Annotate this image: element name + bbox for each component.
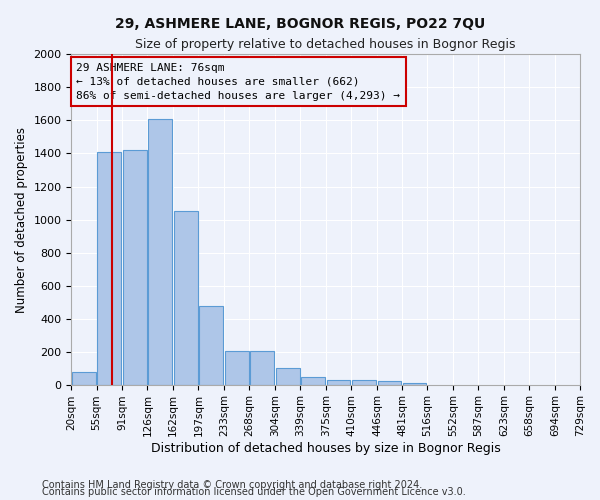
Title: Size of property relative to detached houses in Bognor Regis: Size of property relative to detached ho… (136, 38, 516, 51)
Bar (72, 372, 96, 384)
Bar (97, 152, 121, 384)
Bar (327, 380, 350, 384)
Bar (276, 368, 299, 384)
Text: Contains HM Land Registry data © Crown copyright and database right 2024.: Contains HM Land Registry data © Crown c… (42, 480, 422, 490)
X-axis label: Distribution of detached houses by size in Bognor Regis: Distribution of detached houses by size … (151, 442, 500, 455)
Bar (174, 212, 197, 384)
Bar (352, 380, 376, 384)
Bar (199, 306, 223, 384)
Bar (148, 119, 172, 384)
Bar (403, 383, 427, 384)
Bar (123, 150, 147, 384)
Bar (378, 382, 401, 384)
Text: Contains public sector information licensed under the Open Government Licence v3: Contains public sector information licen… (42, 487, 466, 497)
Bar (301, 377, 325, 384)
Y-axis label: Number of detached properties: Number of detached properties (15, 126, 28, 312)
Text: 29 ASHMERE LANE: 76sqm
← 13% of detached houses are smaller (662)
86% of semi-de: 29 ASHMERE LANE: 76sqm ← 13% of detached… (76, 62, 400, 100)
Text: 29, ASHMERE LANE, BOGNOR REGIS, PO22 7QU: 29, ASHMERE LANE, BOGNOR REGIS, PO22 7QU (115, 18, 485, 32)
Bar (225, 351, 248, 384)
Bar (250, 351, 274, 384)
